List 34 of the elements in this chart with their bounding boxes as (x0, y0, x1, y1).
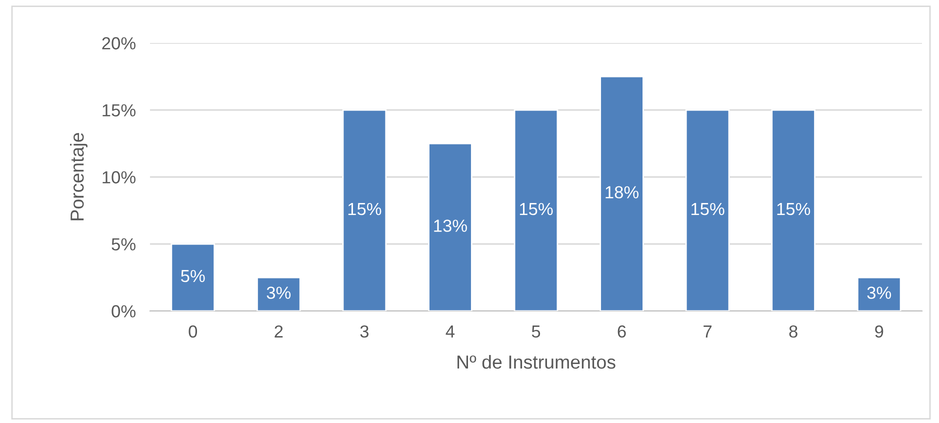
x-tick-label: 2 (274, 325, 283, 338)
data-label: 15% (777, 202, 810, 216)
bar (771, 109, 816, 311)
x-axis-title: Nº de Instrumentos (458, 354, 616, 369)
bar (514, 109, 558, 311)
bar (685, 109, 730, 311)
bar (856, 276, 902, 311)
data-label: 5% (181, 270, 205, 282)
data-label: 15% (692, 202, 724, 216)
bar (600, 76, 644, 311)
x-tick-label: 8 (789, 325, 798, 338)
y-tick-label: 15% (102, 104, 136, 116)
x-tick-label: 3 (360, 325, 369, 338)
data-label: 15% (348, 202, 382, 216)
data-label: 3% (266, 286, 291, 299)
x-tick-label: 4 (446, 326, 455, 338)
x-tick-label: 9 (875, 325, 884, 338)
bar (428, 142, 472, 311)
x-tick-label: 0 (188, 325, 198, 338)
data-label: 13% (434, 220, 467, 232)
y-tick-label: 20% (102, 37, 136, 50)
bar (342, 109, 387, 311)
bar (170, 243, 216, 311)
bar (256, 276, 301, 311)
y-tick-label: 5% (112, 238, 136, 250)
y-axis-title: Porcentaje (70, 133, 88, 220)
y-tick-label: 10% (102, 171, 136, 184)
x-tick-label: 7 (704, 326, 712, 338)
x-tick-label: 5 (532, 326, 540, 338)
x-tick-label: 6 (618, 325, 626, 338)
data-label: 3% (867, 286, 892, 299)
y-tick-label: 0% (112, 305, 136, 318)
data-label: 15% (520, 202, 553, 216)
data-label: 18% (606, 186, 639, 198)
